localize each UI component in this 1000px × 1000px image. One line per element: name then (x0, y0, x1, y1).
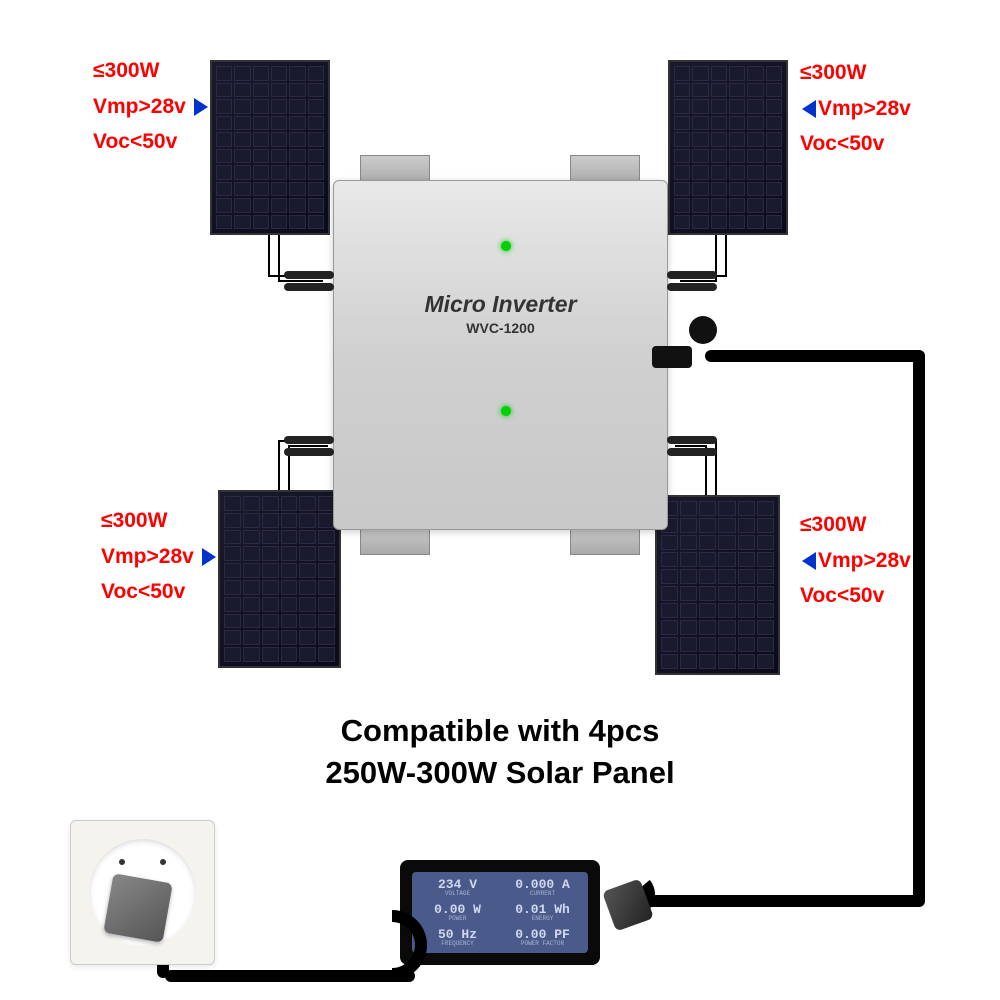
meter-reading: 0.000 ACURRENT (501, 876, 584, 899)
meter-reading: 0.01 WhENERGY (501, 901, 584, 924)
mc4-connector (667, 283, 717, 291)
led-icon (501, 406, 511, 416)
power-plug (103, 873, 173, 943)
panel-cells (216, 66, 324, 229)
mc4-connector (667, 436, 717, 444)
ac-cable (165, 970, 415, 982)
socket-hole (160, 859, 166, 865)
inverter-model: WVC-1200 (334, 320, 667, 336)
inverter-title: Micro Inverter WVC-1200 (334, 291, 667, 336)
panel-cells (224, 496, 335, 662)
micro-inverter: Micro Inverter WVC-1200 (333, 180, 668, 530)
spec-top-left: ≤300W Vmp>28v Voc<50v (93, 53, 210, 160)
mc4-connector (284, 436, 334, 444)
ac-cable (913, 350, 925, 905)
mc4-connector (284, 271, 334, 279)
socket-hole (119, 859, 125, 865)
mc4-connector (667, 448, 717, 456)
meter-screen: 234 VVOLTAGE 0.000 ACURRENT 0.00 WPOWER … (412, 872, 588, 953)
spec-power: ≤300W (800, 507, 911, 543)
arrow-left-icon (802, 552, 816, 570)
panel-cells (661, 501, 774, 669)
ac-cap (689, 316, 717, 344)
meter-reading: 0.00 WPOWER (416, 901, 499, 924)
mc4-connector (284, 283, 334, 291)
arrow-left-icon (802, 100, 816, 118)
spec-bottom-left: ≤300W Vmp>28v Voc<50v (101, 503, 218, 610)
solar-panel-top-right (668, 60, 788, 235)
spec-power: ≤300W (101, 503, 218, 539)
mc4-connector (284, 448, 334, 456)
wire (288, 445, 328, 447)
mc4-connector (667, 271, 717, 279)
spec-voc: Voc<50v (93, 124, 210, 160)
solar-panel-top-left (210, 60, 330, 235)
spec-vmp: Vmp>28v (101, 539, 218, 575)
meter-reading: 234 VVOLTAGE (416, 876, 499, 899)
arrow-right-icon (194, 98, 208, 116)
meter-reading: 0.00 PFPOWER FACTOR (501, 926, 584, 949)
led-icon (501, 241, 511, 251)
solar-panel-bottom-left (218, 490, 341, 668)
spec-top-right: ≤300W Vmp>28v Voc<50v (800, 55, 911, 162)
spec-bottom-right: ≤300W Vmp>28v Voc<50v (800, 507, 911, 614)
spec-power: ≤300W (93, 53, 210, 89)
spec-voc: Voc<50v (800, 126, 911, 162)
wire (675, 445, 707, 447)
power-meter: 234 VVOLTAGE 0.000 ACURRENT 0.00 WPOWER … (400, 860, 600, 965)
compatibility-caption: Compatible with 4pcs 250W-300W Solar Pan… (0, 710, 1000, 794)
wire (725, 235, 727, 275)
wire (278, 280, 323, 282)
meter-reading: 50 HzFREQUENCY (416, 926, 499, 949)
wire (278, 440, 280, 490)
wire (278, 235, 280, 280)
solar-panel-bottom-right (655, 495, 780, 675)
ac-connector (652, 346, 692, 368)
spec-vmp: Vmp>28v (800, 91, 911, 127)
ac-cable (640, 895, 925, 907)
arrow-right-icon (202, 548, 216, 566)
panel-cells (674, 66, 782, 229)
wire (680, 280, 717, 282)
spec-vmp: Vmp>28v (93, 89, 210, 125)
spec-voc: Voc<50v (101, 574, 218, 610)
spec-power: ≤300W (800, 55, 911, 91)
ac-cable (705, 350, 925, 362)
spec-vmp: Vmp>28v (800, 543, 911, 579)
spec-voc: Voc<50v (800, 578, 911, 614)
wire (268, 235, 270, 275)
